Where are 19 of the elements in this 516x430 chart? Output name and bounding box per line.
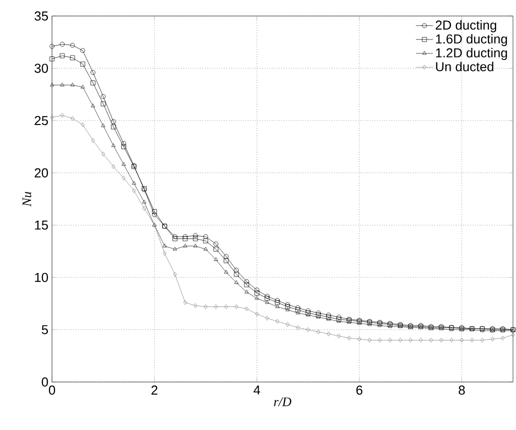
y-tick-label: 30 — [34, 64, 48, 73]
legend-label: 2D ducting — [436, 20, 496, 32]
legend-label: 1.2D ducting — [436, 48, 507, 60]
x-tick-label: 8 — [458, 386, 465, 395]
x-tick-label: 4 — [254, 386, 260, 394]
legend-label: Un ducted — [436, 62, 494, 72]
x-tick-label: 2 — [152, 386, 158, 395]
x-tick-label: 0 — [48, 386, 56, 395]
y-tick-label: 10 — [35, 272, 48, 282]
x-axis-title: r/D — [274, 398, 292, 406]
y-tick-label: 5 — [42, 325, 48, 334]
y-tick-label: 0 — [42, 377, 48, 387]
y-tick-label: 20 — [34, 168, 48, 178]
y-tick-label: 15 — [35, 220, 48, 230]
legend-label: 1.6D ducting — [436, 34, 507, 46]
y-axis-title: Nu — [22, 192, 32, 207]
x-tick-label: 6 — [356, 386, 362, 395]
y-tick-label: 35 — [34, 11, 48, 21]
y-tick-label: 25 — [34, 116, 48, 126]
